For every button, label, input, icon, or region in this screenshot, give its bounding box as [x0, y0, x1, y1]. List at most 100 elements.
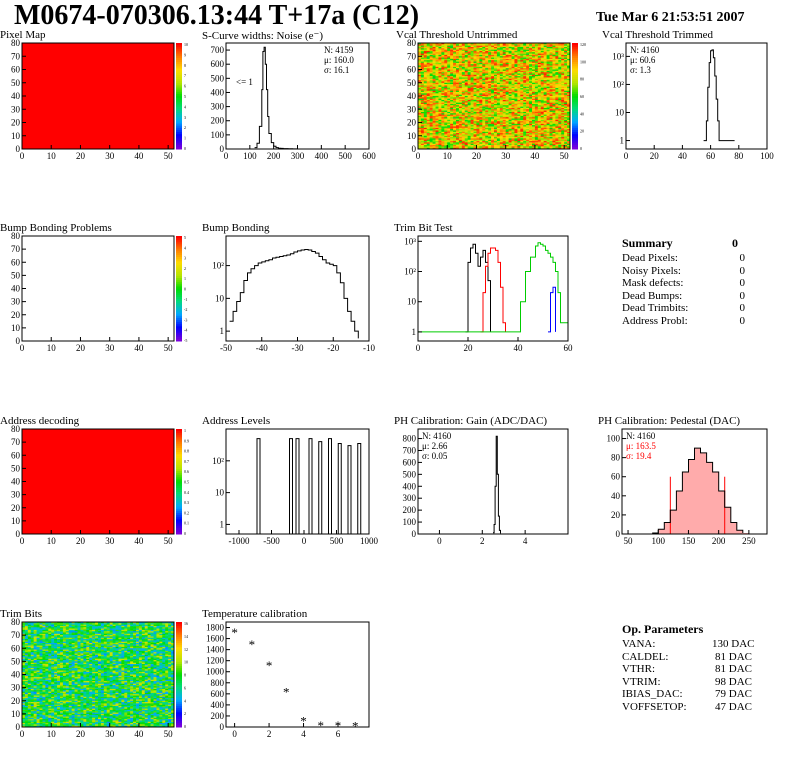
heatmap-cell	[418, 92, 422, 94]
heatmap-cell	[435, 62, 439, 65]
heatmap-cell	[520, 54, 524, 57]
heatmap-cell	[564, 88, 568, 90]
heatmap-cell	[534, 134, 539, 137]
heatmap-cell	[450, 52, 454, 54]
heatmap-cell	[485, 126, 489, 129]
heatmap-cell	[470, 105, 474, 107]
heatmap-cell	[482, 89, 486, 91]
heatmap-cell	[496, 89, 501, 91]
heatmap-cell	[435, 88, 439, 90]
heatmap-cell	[479, 121, 483, 123]
heatmap-cell	[502, 77, 506, 80]
heatmap-cell	[464, 50, 468, 53]
heatmap-cell	[491, 138, 495, 141]
heatmap-cell	[426, 56, 430, 58]
heatmap-cell	[529, 92, 533, 94]
heatmap-cell	[502, 147, 506, 150]
heatmap-cell	[476, 134, 480, 137]
heatmap-cell	[479, 56, 483, 58]
color-scale-band	[176, 104, 182, 108]
heatmap-cell	[496, 92, 501, 94]
heatmap-cell	[479, 58, 483, 61]
heatmap-cell	[22, 715, 26, 717]
heatmap-cell	[494, 127, 498, 130]
heatmap-cell	[549, 85, 553, 88]
heatmap-cell	[549, 56, 553, 58]
heatmap-cell	[561, 111, 565, 114]
heatmap-cell	[450, 72, 454, 74]
heatmap-cell	[435, 106, 439, 109]
heatmap-cell	[482, 147, 486, 150]
heatmap-cell	[520, 94, 524, 97]
color-scale-band	[176, 252, 182, 256]
heatmap-cell	[488, 89, 492, 91]
heatmap-cell	[479, 96, 483, 98]
x-tick-label: 40	[530, 151, 540, 161]
heatmap-cell	[502, 138, 506, 141]
heatmap-cell	[435, 102, 439, 105]
heatmap-cell	[549, 137, 553, 139]
heatmap-cell	[418, 110, 422, 113]
heatmap-cell	[429, 125, 433, 127]
heatmap-cell	[558, 70, 562, 73]
heatmap-cell	[444, 134, 448, 137]
heatmap-cell	[511, 52, 515, 54]
heatmap-cell	[27, 682, 32, 684]
heatmap-cell	[22, 633, 26, 636]
histogram-line	[652, 447, 744, 534]
heatmap-cell	[22, 711, 26, 713]
heatmap-cell	[558, 122, 562, 125]
color-scale-band	[572, 123, 578, 127]
heatmap-cell	[494, 102, 498, 105]
heatmap-cell	[526, 80, 530, 82]
heatmap-cell	[514, 97, 518, 99]
heatmap-cell	[24, 700, 29, 703]
heatmap-cell	[532, 105, 536, 107]
heatmap-cell	[27, 685, 32, 687]
heatmap-cell	[435, 61, 439, 64]
heatmap-cell	[470, 111, 474, 114]
heatmap-cell	[426, 54, 430, 57]
heatmap-cell	[482, 127, 486, 130]
heatmap-cell	[552, 133, 556, 135]
heatmap-cell	[534, 49, 539, 52]
heatmap-cell	[532, 86, 536, 89]
heatmap-cell	[494, 123, 498, 126]
heatmap-cell	[496, 119, 501, 122]
heatmap-cell	[491, 85, 495, 88]
heatmap-cell	[444, 93, 448, 95]
heatmap-cell	[461, 89, 466, 91]
heatmap-cell	[420, 107, 425, 110]
heatmap-cell	[526, 125, 530, 127]
heatmap-cell	[529, 46, 533, 49]
stat-line: σ: 1.3	[630, 65, 651, 75]
heatmap-cell	[552, 82, 556, 85]
heatmap-cell	[426, 103, 430, 106]
heatmap-cell	[549, 146, 553, 148]
plot-frame	[625, 42, 768, 150]
heatmap-cell	[456, 89, 460, 91]
heatmap-cell	[467, 89, 471, 91]
heatmap-cell	[558, 58, 562, 61]
y-tick-label: 10	[215, 488, 225, 498]
heatmap-cell	[447, 118, 451, 121]
heatmap-cell	[558, 77, 562, 80]
heatmap-cell	[458, 122, 463, 125]
heatmap-cell	[567, 53, 571, 56]
heatmap-cell	[456, 123, 460, 126]
heatmap-cell	[450, 92, 454, 94]
heatmap-cell	[485, 106, 489, 109]
x-tick-label: 40	[678, 151, 688, 161]
heatmap-cell	[467, 62, 471, 65]
color-scale-band	[176, 72, 182, 76]
heatmap-cell	[470, 81, 474, 84]
heatmap-cell	[529, 146, 533, 148]
heatmap-cell	[511, 77, 515, 80]
heatmap-cell	[429, 122, 433, 125]
heatmap-cell	[423, 102, 428, 105]
heatmap-cell	[491, 123, 495, 126]
heatmap-cell	[456, 70, 460, 73]
heatmap-cell	[485, 92, 489, 94]
heatmap-cell	[523, 86, 527, 89]
